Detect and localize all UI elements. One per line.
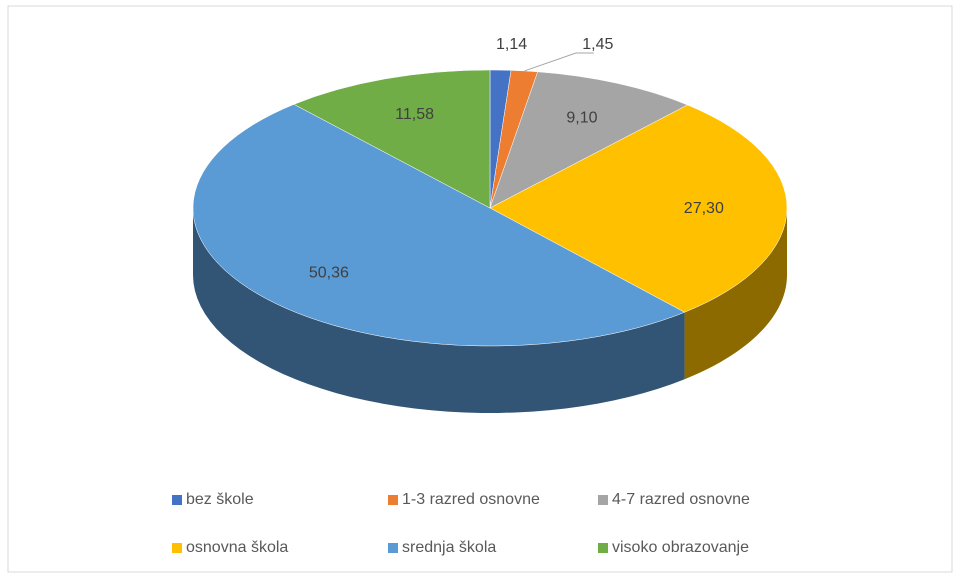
- data-labels: 1,14 1,45 9,10 27,30 50,36 11,58: [309, 36, 724, 281]
- leader-line: [524, 52, 594, 72]
- legend-label: 4-7 razred osnovne: [612, 491, 750, 508]
- data-label: 1,14: [496, 36, 527, 53]
- slice: [489, 71, 689, 209]
- data-label: 50,36: [309, 265, 349, 282]
- data-label: 1,45: [582, 36, 613, 53]
- legend-label: bez škole: [186, 491, 254, 508]
- data-label: 9,10: [566, 110, 597, 127]
- legend-label: visoko obrazovanje: [612, 539, 749, 556]
- pie-walls: [193, 208, 787, 413]
- data-label: 27,30: [684, 200, 724, 217]
- legend-swatch: [172, 495, 182, 505]
- legend-swatch: [598, 495, 608, 505]
- legend-swatch: [172, 543, 182, 553]
- legend-swatch: [598, 543, 608, 553]
- legend-swatch: [388, 543, 398, 553]
- legend-swatch: [388, 495, 398, 505]
- legend-label: osnovna škola: [186, 539, 288, 556]
- legend-label: 1-3 razred osnovne: [402, 491, 540, 508]
- data-label: 11,58: [395, 106, 434, 123]
- slice-side: [684, 208, 787, 380]
- slice: [192, 104, 686, 347]
- slice: [293, 69, 491, 209]
- slice-side: [193, 208, 685, 413]
- slice: [489, 104, 788, 313]
- legend-label: srednja škola: [402, 539, 496, 556]
- legend: bez škole 1-3 razred osnovne 4-7 razred os…: [172, 491, 750, 556]
- pie-tops: [192, 69, 788, 347]
